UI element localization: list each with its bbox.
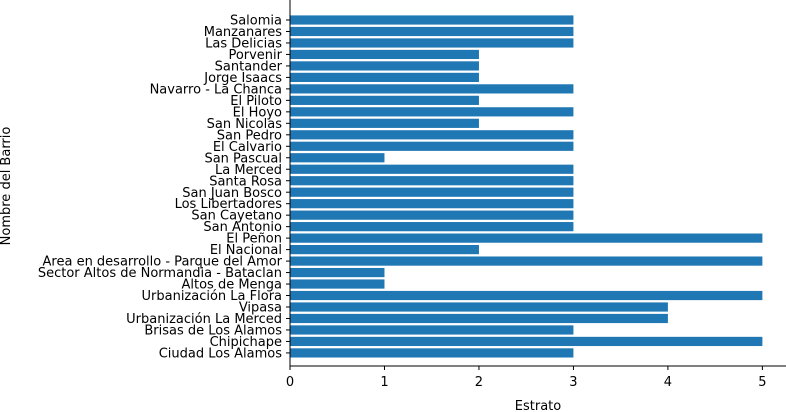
bar	[290, 38, 574, 48]
bar	[290, 164, 574, 174]
y-tick-label: San Cayetano	[191, 209, 282, 224]
bar	[290, 267, 385, 278]
y-tick-label: La Merced	[215, 163, 282, 178]
y-tick-label: El Nacional	[210, 243, 282, 258]
bar	[290, 325, 574, 335]
bars-layer	[290, 15, 763, 358]
bar	[290, 84, 574, 94]
bar	[290, 348, 574, 358]
y-tick-label: San Antonio	[203, 220, 282, 235]
y-tick-label: El Peñon	[226, 232, 282, 247]
y-axis-title: Nombre del Barrio	[0, 127, 14, 246]
y-tick-label: Salomia	[230, 14, 282, 29]
x-axis-title: Estrato	[515, 399, 561, 412]
bar	[290, 141, 574, 151]
y-tick-label: Vipasa	[239, 301, 282, 316]
bar	[290, 199, 574, 209]
x-axis-ticks: 0 1 2 3 4 5	[286, 366, 767, 390]
x-tick-label: 0	[286, 375, 294, 390]
y-tick-label: Navarro - La Chanca	[150, 82, 282, 97]
bar	[290, 15, 574, 25]
bar	[290, 336, 763, 347]
y-tick-label: Chipichape	[210, 335, 282, 350]
bar	[290, 245, 479, 255]
x-tick-label: 5	[758, 375, 766, 390]
bar	[290, 176, 574, 186]
x-tick-label: 4	[664, 375, 672, 390]
bar	[290, 61, 479, 71]
y-tick-label: Manzanares	[204, 25, 282, 40]
bar	[290, 26, 574, 37]
y-tick-label: El Calvario	[213, 140, 282, 155]
bar	[290, 256, 763, 266]
bar	[290, 49, 479, 60]
y-tick-label: San Juan Bosco	[182, 186, 282, 201]
bar	[290, 153, 385, 163]
y-tick-label: San Pascual	[204, 151, 282, 166]
x-tick-label: 1	[380, 375, 388, 390]
bar	[290, 290, 763, 301]
bar	[290, 95, 479, 105]
bar	[290, 313, 668, 324]
y-tick-label: Santander	[215, 59, 283, 74]
y-tick-label: San Pedro	[217, 128, 282, 143]
bar	[290, 72, 479, 82]
y-tick-label: San Nicolas	[207, 117, 283, 132]
bar	[290, 222, 574, 232]
bar	[290, 279, 385, 289]
y-tick-label: El Piloto	[230, 94, 282, 109]
y-tick-label: Santa Rosa	[209, 174, 282, 189]
bar	[290, 210, 574, 220]
x-tick-label: 2	[475, 375, 483, 390]
y-tick-label: Altos de Menga	[181, 278, 282, 293]
y-tick-label: Ciudad Los Alamos	[159, 346, 282, 361]
y-tick-label: Jorge Isaacs	[203, 71, 282, 86]
bar	[290, 302, 668, 312]
bar	[290, 107, 574, 117]
y-tick-label: Urbanización La Merced	[126, 312, 282, 327]
bar	[290, 233, 763, 243]
y-tick-label: Urbanización La Flora	[142, 289, 283, 304]
bar	[290, 130, 574, 140]
bar	[290, 187, 574, 197]
y-tick-label: Brisas de Los Alamos	[144, 324, 282, 339]
y-tick-label: Porvenir	[228, 48, 282, 63]
y-tick-label: Sector Altos de Normandia - Bataclan	[38, 266, 282, 281]
y-tick-label: Las Delicias	[205, 37, 282, 52]
x-tick-label: 3	[569, 375, 577, 390]
bar	[290, 118, 479, 128]
y-tick-label: Los Libertadores	[175, 197, 283, 212]
y-tick-label: El Hoyo	[233, 105, 282, 120]
y-tick-label: Area en desarrollo - Parque del Amor	[43, 255, 283, 270]
